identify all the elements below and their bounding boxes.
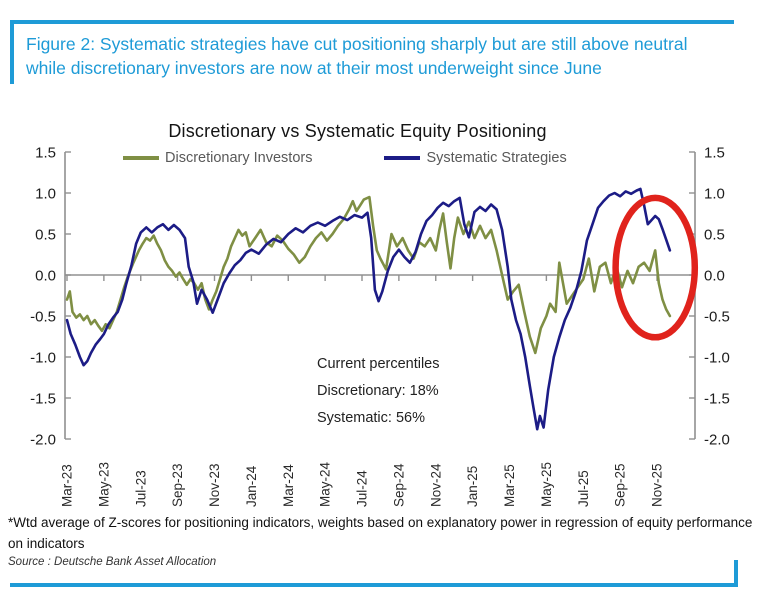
source-attribution: Source : Deutsche Bank Asset Allocation (8, 556, 217, 568)
y-tick-label-right: -0.5 (704, 308, 730, 325)
y-tick-label-right: 0.5 (704, 226, 725, 243)
x-tick-label: Jan-24 (244, 465, 259, 507)
x-tick-label: May-24 (318, 461, 333, 507)
footnote: *Wtd average of Z-scores for positioning… (8, 515, 753, 551)
x-tick-label: Sep-24 (391, 463, 406, 507)
annotation-line-3: Systematic: 56% (317, 410, 425, 426)
x-tick-label: May-23 (96, 462, 111, 507)
current-percentiles-annotation: Current percentiles Discretionary: 18% S… (317, 351, 440, 432)
y-tick-label-left: -1.0 (30, 349, 56, 366)
y-tick-label-right: 1.0 (704, 185, 725, 202)
x-tick-label: Jul-25 (576, 470, 591, 507)
x-tick-label: Sep-25 (613, 463, 628, 507)
y-tick-label-left: 1.5 (35, 144, 56, 161)
x-tick-label: Jan-25 (465, 466, 480, 507)
figure-caption: Figure 2: Systematic strategies have cut… (26, 34, 688, 78)
chart-canvas: 1.5 1.5 1.0 1.0 0.5 0.5 0.0 0.0 -0.5 -0.5 -1.0 -1.0… (30, 144, 730, 507)
highlight-ellipse (612, 194, 699, 341)
bottom-border-riser (734, 560, 738, 587)
systematic-line-swatch (384, 156, 421, 160)
x-tick-label: Jul-24 (355, 470, 370, 507)
legend-item-systematic: Systematic Strategies (384, 150, 567, 166)
legend-label-discretionary: Discretionary Investors (165, 150, 313, 166)
y-tick-label-left: -0.5 (30, 308, 56, 325)
discretionary-line-swatch (123, 156, 159, 160)
systematic-line (65, 187, 672, 431)
x-tick-label: Nov-24 (428, 463, 443, 507)
x-tick-label: Mar-25 (502, 464, 517, 507)
x-axis-zero-line: Mar-23 May-23 Jul-23 Sep-23 Nov-23 Jan-24 Mar-… (60, 274, 695, 507)
chart-title: Discretionary vs Systematic Equity Posit… (168, 121, 547, 141)
bottom-border-rule (10, 583, 738, 587)
x-tick-label: Nov-23 (207, 463, 222, 507)
x-tick-label: Mar-24 (281, 464, 296, 507)
y-tick-label-right: 0.0 (704, 267, 725, 284)
annotation-line-2: Discretionary: 18% (317, 383, 439, 399)
y-tick-label-left: 0.5 (35, 226, 56, 243)
y-tick-label-left: -1.5 (30, 390, 56, 407)
y-tick-label-left: 0.0 (35, 267, 56, 284)
y-tick-label-right: -1.5 (704, 390, 730, 407)
chart-legend: Discretionary Investors Systematic Strat… (123, 150, 567, 166)
y-tick-label-right: 1.5 (704, 144, 725, 161)
legend-label-systematic: Systematic Strategies (426, 150, 567, 166)
figure-caption-block: Figure 2: Systematic strategies have cut… (10, 20, 734, 84)
x-tick-label: Nov-25 (650, 463, 665, 507)
x-tick-label: May-25 (539, 462, 554, 507)
y-tick-label-left: 1.0 (35, 185, 56, 202)
y-tick-label-right: -2.0 (704, 431, 730, 448)
legend-item-discretionary: Discretionary Investors (123, 150, 312, 166)
annotation-line-1: Current percentiles (317, 356, 440, 372)
y-tick-label-left: -2.0 (30, 431, 56, 448)
y-axis-left: 1.5 1.5 1.0 1.0 0.5 0.5 0.0 0.0 -0.5 -0.5 -1.0 -1.0… (30, 144, 730, 448)
x-tick-label: Jul-23 (133, 470, 148, 507)
x-tick-label: Sep-23 (170, 463, 185, 507)
y-tick-label-right: -1.0 (704, 349, 730, 366)
x-tick-label: Mar-23 (60, 464, 75, 507)
